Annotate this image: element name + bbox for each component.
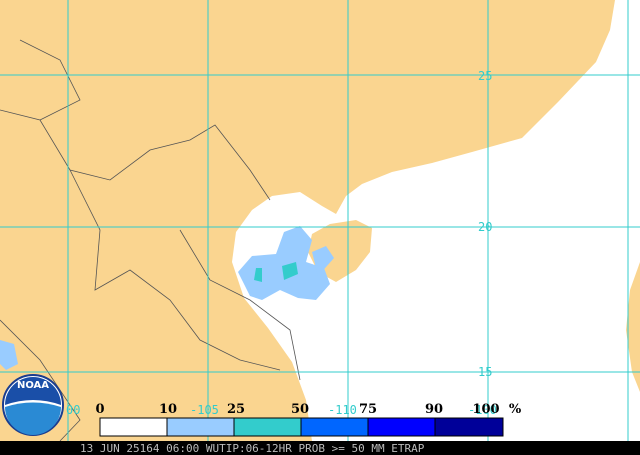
sea [232, 0, 640, 441]
legend-swatch [99, 417, 168, 437]
longitude-label: -100 [468, 403, 497, 417]
luzon [626, 262, 640, 392]
legend-label: 25 [227, 402, 245, 417]
legend-swatch [166, 417, 235, 437]
latitude-label: 25 [478, 69, 492, 83]
legend-swatch [367, 417, 436, 437]
latitude-label: 15 [478, 365, 492, 379]
legend-swatch [434, 417, 504, 437]
legend-label: 90 [425, 402, 443, 417]
legend-label: 100 [472, 402, 499, 417]
legend: 0 10 25 50 75 90 100 % [95, 402, 522, 437]
longitude-label: -105 [190, 403, 219, 417]
logo-text: NOAA [17, 380, 49, 391]
latitude-label: 20 [478, 220, 492, 234]
graticule [0, 0, 640, 441]
footer-text: 13 JUN 25164 06:00 WUTIP:06-12HR PROB >=… [80, 442, 425, 455]
legend-label: 10 [159, 402, 177, 417]
legend-swatch [300, 417, 369, 437]
noaa-logo: NOAA [2, 374, 64, 436]
footer-bar [0, 441, 640, 455]
longitude-label: 00 [66, 403, 80, 417]
legend-label: 50 [291, 402, 309, 417]
legend-swatch [233, 417, 302, 437]
legend-label: 75 [359, 402, 377, 417]
legend-label: 0 [95, 402, 104, 417]
longitude-label: -110 [328, 403, 357, 417]
precipitation [0, 226, 334, 370]
legend-unit: % [509, 402, 522, 417]
